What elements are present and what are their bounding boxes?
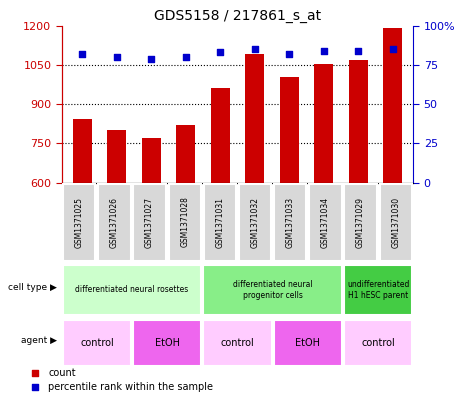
Point [148,55,155,62]
Bar [344,320,412,366]
Bar [176,125,195,183]
Text: control: control [80,338,114,348]
Bar [203,320,272,366]
Text: GSM1371030: GSM1371030 [391,196,400,248]
Text: GSM1371026: GSM1371026 [110,196,119,248]
Bar [309,184,342,261]
Text: EtOH: EtOH [295,338,320,348]
Bar [314,64,333,183]
Bar [280,77,299,183]
Text: control: control [220,338,255,348]
Text: cell type ▶: cell type ▶ [8,283,57,292]
Bar [211,88,230,183]
Point [320,48,327,54]
Point [113,54,121,60]
Bar [204,184,236,261]
Text: GSM1371033: GSM1371033 [286,196,294,248]
Bar [133,184,166,261]
Text: control: control [361,338,395,348]
Bar [63,184,95,261]
Text: GSM1371031: GSM1371031 [216,196,224,248]
Text: GSM1371027: GSM1371027 [145,196,154,248]
Point [79,51,86,57]
Bar [98,184,131,261]
Point [31,370,38,376]
Text: differentiated neural
progenitor cells: differentiated neural progenitor cells [233,280,313,299]
Bar [63,265,201,315]
Text: GSM1371025: GSM1371025 [75,196,84,248]
Point [182,54,190,60]
Bar [349,60,368,183]
Text: percentile rank within the sample: percentile rank within the sample [48,382,213,392]
Text: GSM1371028: GSM1371028 [180,196,189,248]
Point [251,46,258,52]
Point [285,51,293,57]
Text: agent ▶: agent ▶ [21,336,57,345]
Bar [274,184,306,261]
Text: GSM1371034: GSM1371034 [321,196,330,248]
Bar [142,138,161,183]
Text: count: count [48,368,76,378]
Bar [344,265,412,315]
Bar [169,184,201,261]
Text: GSM1371029: GSM1371029 [356,196,365,248]
Bar [107,130,126,183]
Title: GDS5158 / 217861_s_at: GDS5158 / 217861_s_at [154,9,321,23]
Bar [383,28,402,183]
Text: differentiated neural rosettes: differentiated neural rosettes [76,285,189,294]
Point [217,49,224,55]
Bar [63,320,131,366]
Point [31,384,38,391]
Text: undifferentiated
H1 hESC parent: undifferentiated H1 hESC parent [347,280,409,299]
Bar [73,119,92,183]
Bar [203,265,342,315]
Text: EtOH: EtOH [155,338,180,348]
Point [354,48,362,54]
Bar [239,184,271,261]
Bar [344,184,377,261]
Bar [245,54,264,183]
Bar [380,184,412,261]
Bar [274,320,342,366]
Text: GSM1371032: GSM1371032 [251,196,259,248]
Point [389,46,396,52]
Bar [133,320,201,366]
